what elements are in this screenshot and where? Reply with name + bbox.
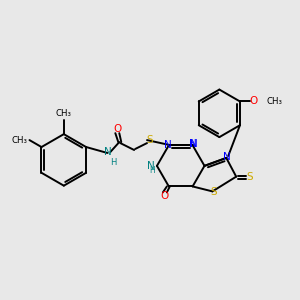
Text: S: S — [210, 188, 217, 197]
Text: CH₃: CH₃ — [56, 109, 72, 118]
Text: O: O — [161, 191, 169, 201]
Text: CH₃: CH₃ — [267, 97, 283, 106]
Text: O: O — [113, 124, 122, 134]
Text: O: O — [250, 97, 258, 106]
Text: H: H — [110, 158, 117, 167]
Text: N: N — [147, 161, 155, 171]
Text: N: N — [189, 139, 196, 149]
Text: N: N — [103, 147, 111, 157]
Text: N: N — [190, 139, 197, 149]
Text: S: S — [247, 172, 253, 182]
Text: H: H — [149, 166, 155, 175]
Text: N: N — [164, 140, 172, 150]
Text: S: S — [147, 135, 153, 145]
Text: N: N — [224, 152, 231, 162]
Text: CH₃: CH₃ — [11, 136, 28, 145]
